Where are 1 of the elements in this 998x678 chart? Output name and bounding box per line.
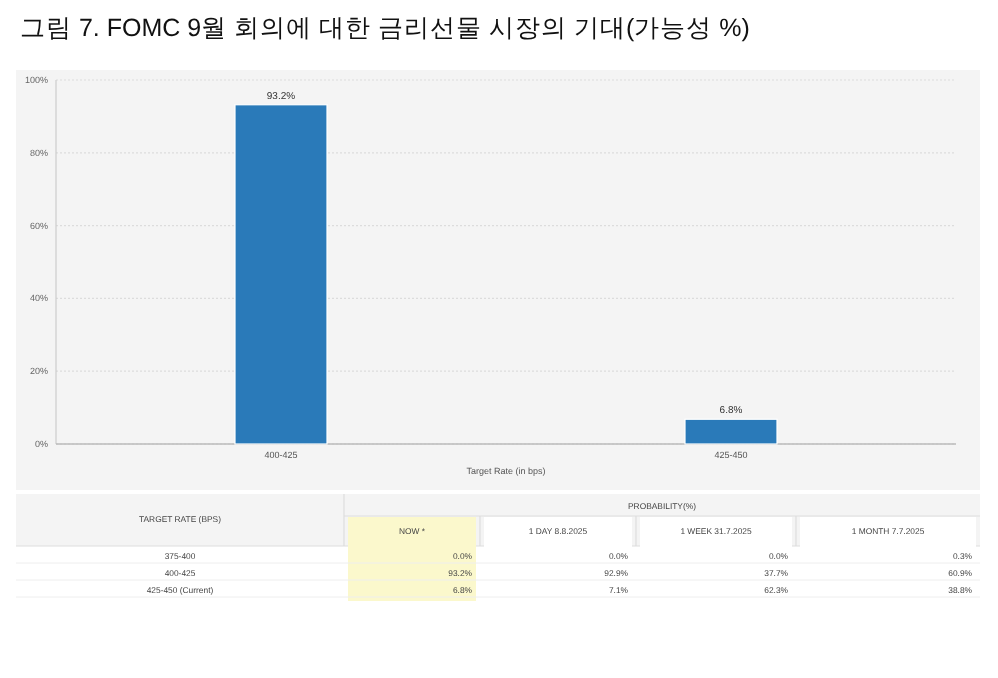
title: 그림 7. FOMC 9월 회의에 대한 금리선물 시장의 기대(가능성 %) [20,14,750,42]
